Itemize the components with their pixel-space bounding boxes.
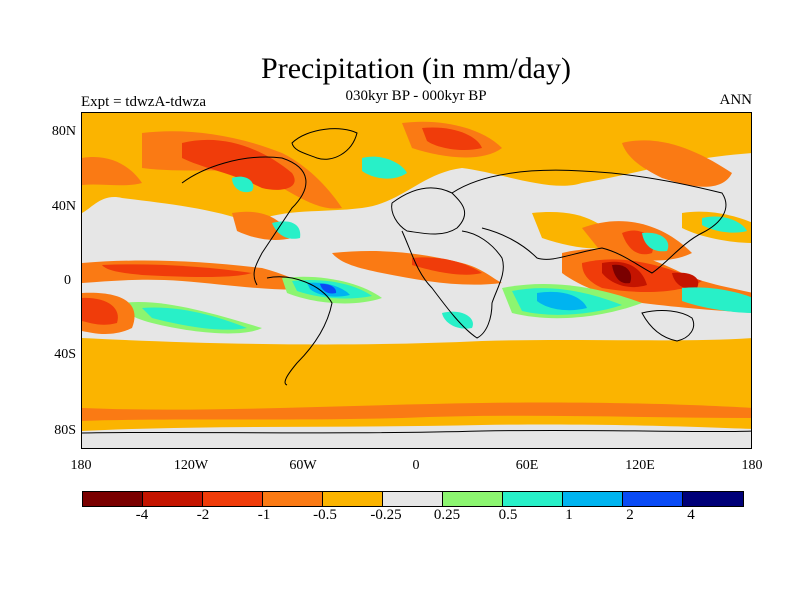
lat-label-0: 0 <box>64 273 71 288</box>
lon-label-60e: 60E <box>515 458 539 473</box>
lat-label-80n: 80N <box>51 124 76 139</box>
colorbar-label: 2 <box>626 507 634 523</box>
colorbar-label: 0.5 <box>498 507 518 523</box>
lon-label-0: 0 <box>412 458 420 473</box>
lat-label-40s: 40S <box>54 347 76 362</box>
colorbar-label: 4 <box>687 507 695 523</box>
season-label: ANN <box>719 92 753 108</box>
colorbar-swatch <box>143 492 203 506</box>
precipitation-map <box>81 112 752 449</box>
colorbar-swatch <box>503 492 563 506</box>
lat-label-80s: 80S <box>54 423 76 438</box>
colorbar-swatch <box>443 492 503 506</box>
colorbar-swatch <box>83 492 143 506</box>
colorbar-label: -0.5 <box>313 507 337 523</box>
colorbar-label: -2 <box>196 507 210 523</box>
lat-label-40n: 40N <box>51 199 76 214</box>
colorbar-swatch <box>623 492 683 506</box>
colorbar-label: 1 <box>565 507 573 523</box>
figure-subtitle: 030kyr BP - 000kyr BP <box>345 88 487 104</box>
colorbar-swatch <box>323 492 383 506</box>
colorbar-swatch <box>383 492 443 506</box>
experiment-label: Expt = tdwzA-tdwza <box>81 94 207 110</box>
map-field <box>82 113 751 448</box>
colorbar-swatch <box>563 492 623 506</box>
lon-label-120e: 120E <box>625 458 655 473</box>
figure-title: Precipitation (in mm/day) <box>261 52 571 85</box>
colorbar-label: -0.25 <box>370 507 402 523</box>
colorbar <box>82 491 744 507</box>
colorbar-swatch <box>683 492 743 506</box>
colorbar-swatch <box>203 492 263 506</box>
colorbar-label: 0.25 <box>433 507 461 523</box>
lon-label-120w: 120W <box>173 458 209 473</box>
colorbar-label: -1 <box>257 507 271 523</box>
colorbar-swatch <box>263 492 323 506</box>
lon-label-180e: 180 <box>741 458 763 473</box>
colorbar-label: -4 <box>135 507 149 523</box>
lon-label-180w: 180 <box>70 458 92 473</box>
lon-label-60w: 60W <box>289 458 317 473</box>
